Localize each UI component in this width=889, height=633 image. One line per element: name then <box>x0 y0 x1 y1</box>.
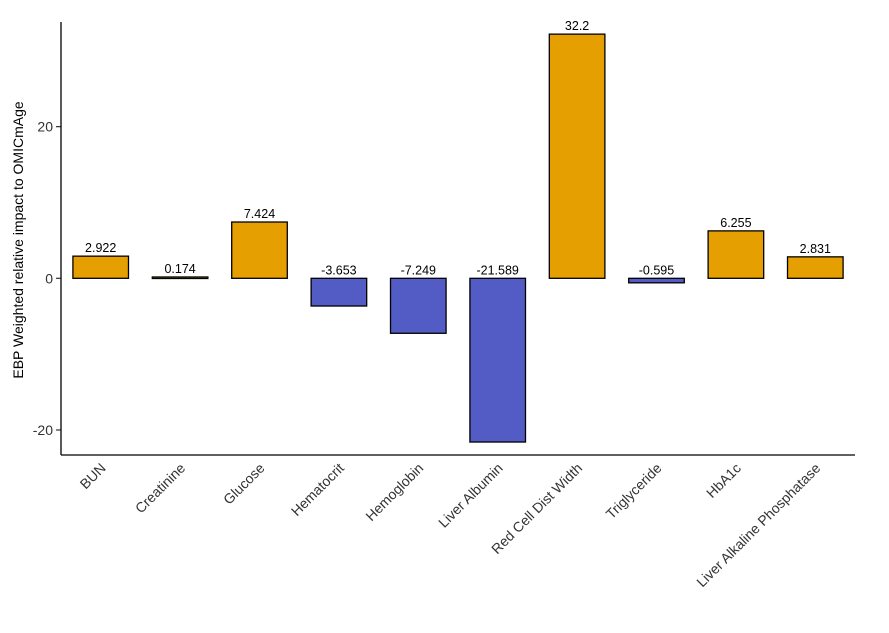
category-label: BUN <box>77 460 109 492</box>
category-label: Triglyceride <box>603 460 665 522</box>
bar-value-label: 7.424 <box>244 207 275 221</box>
bar-value-label: 2.831 <box>800 242 831 256</box>
bar-value-label: -3.653 <box>321 263 356 277</box>
bar-value-label: -7.249 <box>401 263 436 277</box>
y-tick-label: 20 <box>37 119 53 135</box>
y-tick-label: -20 <box>33 422 53 438</box>
category-label: Red Cell Dist Width <box>488 460 585 557</box>
bar <box>310 277 368 307</box>
category-label: HbA1c <box>703 460 744 501</box>
bar <box>786 256 844 279</box>
bar-value-label: 6.255 <box>720 216 751 230</box>
x-axis-categories: BUN Creatinine Glucose Hematocrit Hemoglobin… <box>77 460 824 590</box>
bar <box>231 221 288 279</box>
bar <box>72 255 130 279</box>
category-label: Liver Albumin <box>435 460 506 531</box>
category-label: Creatinine <box>132 460 189 517</box>
bars <box>72 33 844 443</box>
category-label: Hematocrit <box>288 460 347 519</box>
bar <box>151 276 209 280</box>
bar <box>548 33 606 279</box>
y-axis-title: EBP Weighted relative impact to OMICmAge <box>10 101 26 378</box>
bar <box>389 277 447 334</box>
bar <box>628 277 685 284</box>
bar-value-label: -21.589 <box>476 263 518 277</box>
bar <box>469 277 527 443</box>
bar <box>707 230 765 279</box>
bar-value-label: -0.595 <box>639 263 674 277</box>
y-tick-label: 0 <box>45 270 53 286</box>
category-label: Hemoglobin <box>362 460 426 524</box>
bar-value-label: 0.174 <box>164 262 195 276</box>
bar-value-label: 2.922 <box>85 241 116 255</box>
category-label: Glucose <box>220 460 268 508</box>
bar-value-label: 32.2 <box>565 19 589 33</box>
bar-value-labels: 2.922 0.174 7.424 -3.653 -7.249 -21.589 32.2 -0… <box>85 19 831 277</box>
y-axis-ticks: -20 0 20 <box>33 119 61 438</box>
